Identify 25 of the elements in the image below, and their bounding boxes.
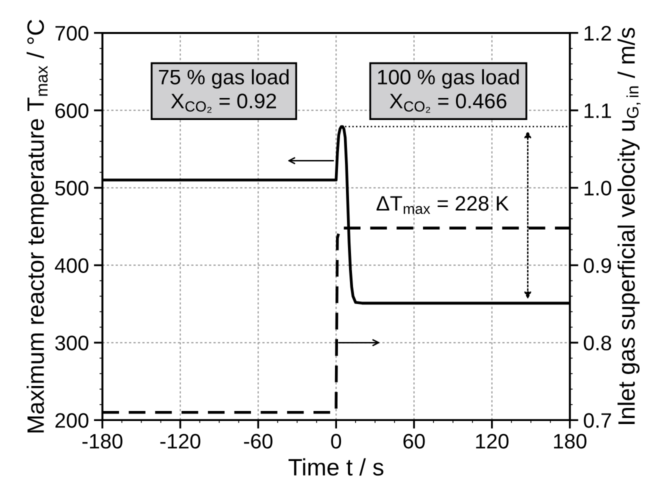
x-tick-label: 60 — [403, 434, 425, 449]
annotation: ΔT$_{max}$ = 228 K — [376, 196, 509, 214]
y-tick-label: 600 — [55, 103, 88, 118]
y2-tick-label: 0.8 — [584, 336, 612, 350]
y2-tick-label: 0.9 — [584, 258, 612, 273]
y2-axis-title: Inlet gas superficial velocity u$_{G,in}$ / m/s — [618, 28, 641, 424]
annotation: 100 % gas load X$_{CO₂}$ = 0.466 — [378, 69, 519, 113]
y-axis-title: Maximum reactor temperature T$_{max}$ / °C — [26, 20, 49, 432]
y2-tick-label: 1.1 — [584, 104, 611, 118]
y-tick-label: 200 — [55, 413, 88, 428]
x-tick-label: -60 — [244, 434, 272, 449]
y2-tick-label: 0.7 — [584, 413, 611, 428]
y2-tick-label: 1.2 — [584, 26, 611, 40]
y-tick-label: 500 — [55, 180, 88, 196]
x-tick-label: -120 — [160, 434, 200, 449]
annotation: 75 % gas load X$_{CO₂}$ = 0.92 — [158, 69, 289, 113]
y-tick-label: 700 — [55, 26, 88, 41]
x-tick-label: 180 — [554, 434, 586, 449]
x-axis-title: Time t / s — [288, 458, 384, 476]
y-tick-label: 400 — [54, 258, 88, 273]
x-tick-label: 120 — [476, 434, 508, 449]
x-tick-label: 0 — [331, 434, 342, 449]
x-tick-label: -180 — [82, 434, 122, 449]
y-tick-label: 300 — [55, 336, 88, 350]
y2-tick-label: 1.0 — [584, 180, 612, 196]
